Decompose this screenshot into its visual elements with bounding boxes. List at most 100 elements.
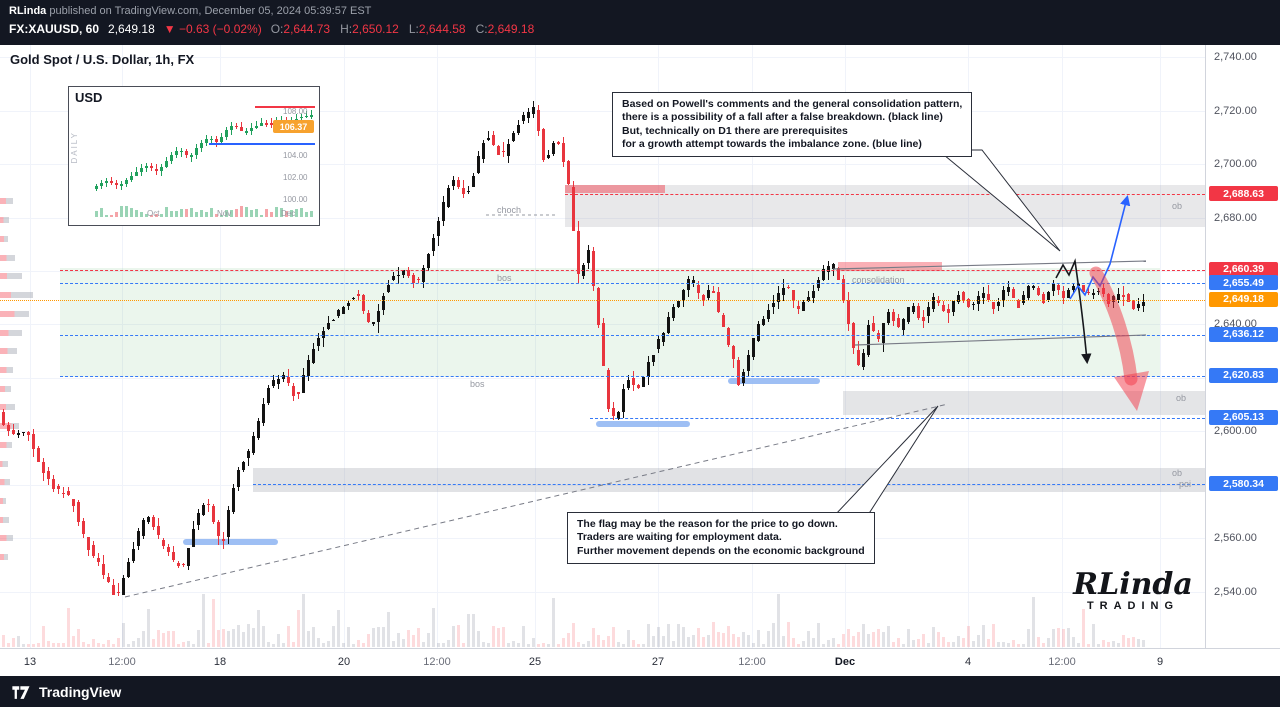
horizontal-gridline bbox=[0, 271, 1205, 272]
volume-bar bbox=[392, 640, 395, 647]
volume-bar bbox=[797, 644, 800, 647]
volume-bar bbox=[322, 642, 325, 647]
volume-profile-bar bbox=[0, 479, 10, 486]
time-axis[interactable]: 13 12:00 18 20 12:00 25 27 12:00 Dec 4 12:00 9 bbox=[0, 648, 1280, 676]
price-axis[interactable]: 2,740.00 2,720.00 2,700.00 2,680.00 2,640.00… bbox=[1205, 45, 1280, 648]
candle-wick bbox=[808, 291, 809, 302]
inset-volume-bar bbox=[145, 214, 148, 217]
candle bbox=[637, 385, 640, 388]
candle bbox=[607, 369, 610, 409]
volume-bar bbox=[257, 609, 260, 647]
volume-bar bbox=[127, 643, 130, 647]
volume-bar bbox=[72, 636, 75, 647]
vertical-gridline bbox=[968, 45, 969, 648]
chart-plot-area[interactable]: Gold Spot / U.S. Dollar, 1h, FX 108.00 10… bbox=[0, 45, 1205, 648]
volume-bar bbox=[107, 640, 110, 647]
candle bbox=[1027, 285, 1030, 298]
candle bbox=[27, 432, 30, 435]
inset-volume-bar bbox=[160, 213, 163, 217]
inset-volume-bar bbox=[105, 215, 108, 217]
candle bbox=[847, 300, 850, 325]
volume-bar bbox=[847, 629, 850, 647]
price-level-line[interactable] bbox=[590, 417, 1205, 419]
candle bbox=[997, 301, 1000, 306]
zone-ob-poi-2580[interactable] bbox=[253, 467, 1205, 492]
inset-candle bbox=[230, 125, 233, 131]
volume-profile-bar bbox=[0, 198, 13, 205]
candle bbox=[57, 485, 60, 490]
volume-bar bbox=[897, 638, 900, 647]
candle bbox=[487, 138, 490, 140]
candle bbox=[772, 303, 775, 307]
support-highlight-bar[interactable] bbox=[183, 539, 278, 546]
volume-bar bbox=[722, 632, 725, 647]
inset-resistance-line bbox=[255, 106, 315, 108]
volume-bar bbox=[517, 643, 520, 647]
candle bbox=[207, 503, 210, 505]
inset-candle bbox=[265, 123, 268, 125]
inset-candle bbox=[170, 155, 173, 161]
price-level-line[interactable] bbox=[253, 484, 1205, 485]
time-tick-label: 18 bbox=[213, 656, 227, 668]
horizontal-gridline bbox=[0, 217, 1205, 219]
tradingview-logo-icon[interactable] bbox=[11, 684, 32, 700]
volume-bar bbox=[437, 643, 440, 647]
price-level-line[interactable] bbox=[60, 283, 1205, 284]
inset-volume-bar bbox=[150, 214, 153, 217]
volume-profile-bar bbox=[0, 385, 11, 392]
volume-bar bbox=[307, 630, 310, 647]
tradingview-brand[interactable]: TradingView bbox=[39, 683, 122, 700]
candle bbox=[597, 287, 600, 326]
price-level-line[interactable] bbox=[0, 299, 1205, 301]
volume-bar bbox=[22, 644, 25, 647]
support-highlight-bar[interactable] bbox=[596, 420, 690, 427]
volume-bar bbox=[652, 636, 655, 647]
candle bbox=[182, 563, 185, 565]
candle bbox=[477, 156, 480, 173]
volume-bar bbox=[562, 638, 565, 647]
candle bbox=[162, 540, 165, 547]
annotation-powell-comment[interactable]: Based on Powell's comments and the gener… bbox=[612, 92, 973, 158]
volume-bar bbox=[822, 644, 825, 647]
volume-bar bbox=[857, 631, 860, 647]
inset-volume-bar bbox=[120, 206, 123, 217]
candle bbox=[892, 312, 895, 322]
price-level-line[interactable] bbox=[60, 334, 1205, 336]
inset-daily-usd-chart[interactable]: 108.00 104.00 102.00 100.00 Oct Nov Dec USD DA… bbox=[68, 86, 320, 226]
candle-wick bbox=[208, 499, 209, 512]
price-level-line[interactable] bbox=[60, 375, 1205, 377]
annotation-flag-comment[interactable]: The flag may be the reason for the price… bbox=[567, 512, 875, 564]
volume-bar bbox=[162, 633, 165, 647]
price-level-line[interactable] bbox=[60, 269, 1205, 271]
zone-ob-demand-2610[interactable] bbox=[843, 391, 1205, 416]
price-badge: 2,605.13 bbox=[1209, 409, 1278, 425]
candle bbox=[232, 488, 235, 512]
candle bbox=[587, 249, 590, 263]
symbol-name[interactable]: FX:XAUUSD, 60 bbox=[9, 22, 100, 36]
ascending-trendline[interactable] bbox=[124, 403, 949, 598]
candle bbox=[722, 314, 725, 328]
candle bbox=[792, 290, 795, 301]
candle bbox=[1077, 284, 1080, 286]
volume-bar bbox=[792, 638, 795, 647]
time-tick-label: 13 bbox=[23, 656, 37, 668]
volume-bar bbox=[312, 627, 315, 647]
time-tick-label: 12:00 bbox=[738, 656, 766, 668]
volume-bar bbox=[47, 641, 50, 647]
volume-bar bbox=[877, 628, 880, 647]
volume-bar bbox=[1047, 638, 1050, 647]
volume-profile-bar bbox=[0, 217, 9, 224]
volume-bar bbox=[197, 629, 200, 647]
support-highlight-bar[interactable] bbox=[728, 378, 820, 385]
volume-bar bbox=[742, 631, 745, 647]
candle bbox=[532, 107, 535, 115]
zone-green-range[interactable] bbox=[60, 268, 1160, 377]
volume-bar bbox=[1102, 640, 1105, 647]
volume-profile-bar bbox=[0, 460, 8, 467]
volume-bar bbox=[497, 627, 500, 647]
candle bbox=[1022, 294, 1025, 304]
volume-bar bbox=[142, 631, 145, 647]
inset-candle bbox=[235, 125, 238, 128]
price-level-line[interactable] bbox=[565, 194, 1205, 196]
zone-red-marker-2690[interactable] bbox=[565, 185, 665, 194]
